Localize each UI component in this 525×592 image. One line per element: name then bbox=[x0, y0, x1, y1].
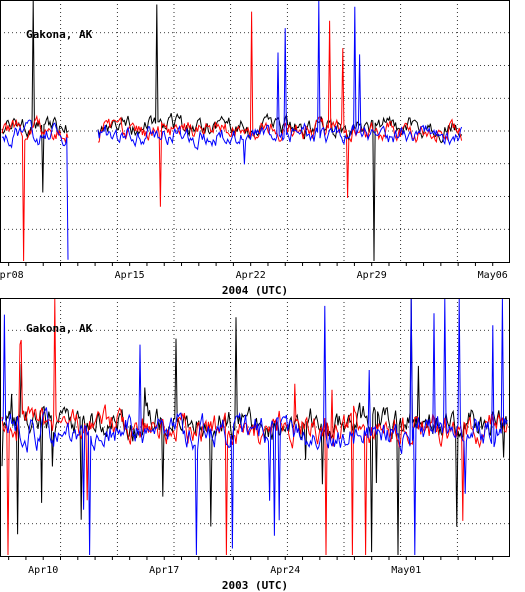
plot-frame bbox=[0, 0, 510, 263]
x-tick-label: May01 bbox=[391, 565, 421, 576]
x-tick-label: Apr10 bbox=[28, 565, 58, 576]
series-trace bbox=[97, 0, 463, 165]
x-tick-label: May06 bbox=[478, 270, 508, 281]
x-tick-label: Apr08 bbox=[0, 270, 24, 281]
x-axis-label: 2004 (UTC) bbox=[222, 284, 288, 297]
series-trace bbox=[97, 11, 463, 207]
series-trace bbox=[1, 119, 69, 260]
station-label: Gakona, AK bbox=[26, 322, 93, 335]
series-trace bbox=[1, 298, 508, 556]
series-trace bbox=[1, 114, 69, 262]
station-label: Gakona, AK bbox=[26, 28, 93, 41]
plot-frame bbox=[0, 298, 510, 557]
x-tick-label: Apr15 bbox=[115, 270, 145, 281]
x-tick-label: Apr29 bbox=[357, 270, 387, 281]
panel-2004: Apr08 Apr15 Apr22 Apr29 May06 2004 (UTC) Gakon… bbox=[0, 0, 510, 297]
x-tick-label: Apr22 bbox=[236, 270, 266, 281]
x-tick-label: Apr24 bbox=[270, 565, 300, 576]
series-trace bbox=[1, 298, 508, 556]
x-axis-label: 2003 (UTC) bbox=[222, 579, 288, 592]
panel-2003: Apr10 Apr17 Apr24 May01 2003 (UTC) Gakona, AK bbox=[0, 298, 510, 592]
x-tick-label: Apr17 bbox=[149, 565, 179, 576]
